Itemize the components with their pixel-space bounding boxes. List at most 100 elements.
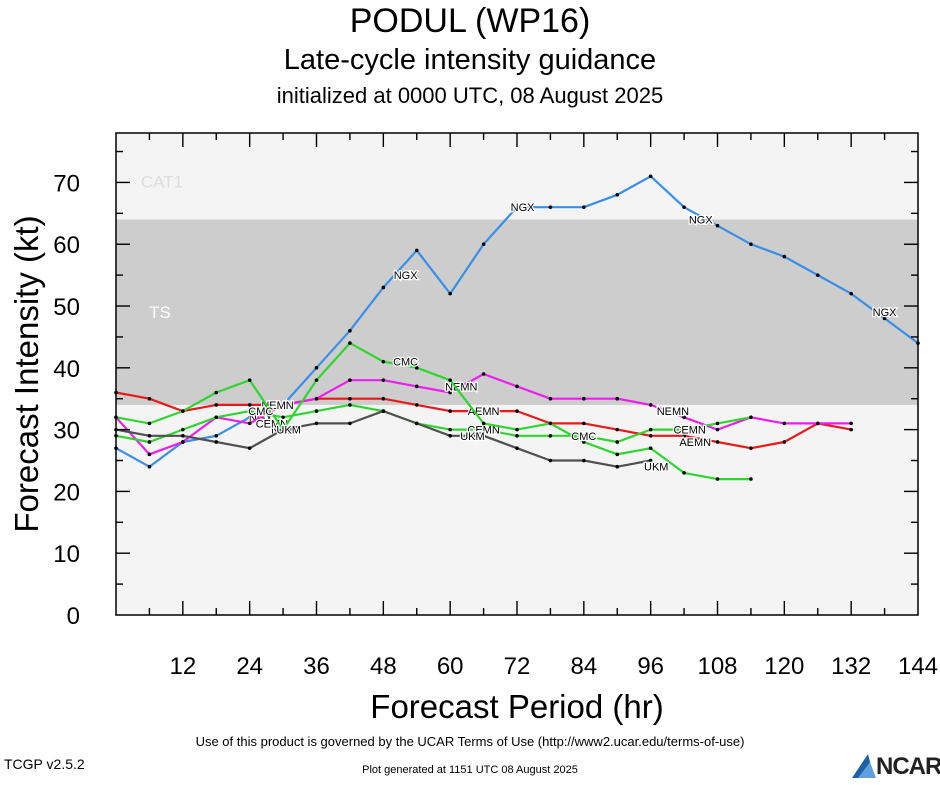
point-nemn xyxy=(381,378,386,382)
point-cmc xyxy=(348,341,352,345)
band-ts xyxy=(116,219,918,405)
point-nemn xyxy=(414,384,419,389)
point-aemn xyxy=(448,409,452,413)
point-cemn xyxy=(715,421,720,426)
point-ukm xyxy=(314,421,319,426)
point-aemn xyxy=(481,409,486,413)
point-aemn xyxy=(582,421,586,426)
series-label-ukm: UKM xyxy=(644,462,668,474)
y-tick-label: 60 xyxy=(53,232,80,259)
band-label-ts: TS xyxy=(149,303,171,322)
point-ukm xyxy=(582,458,586,463)
point-cmc xyxy=(147,421,152,426)
point-ukm xyxy=(648,458,653,463)
point-nemn xyxy=(548,396,553,401)
y-tick-label: 10 xyxy=(53,541,80,568)
point-aemn xyxy=(615,427,620,432)
point-aemn xyxy=(715,440,720,444)
point-ngx xyxy=(247,415,252,420)
point-cmc xyxy=(648,446,653,450)
point-ngx xyxy=(715,223,720,228)
point-nemn xyxy=(682,415,686,420)
point-cmc xyxy=(582,440,586,444)
band-cat1 xyxy=(116,133,918,220)
series-label-cmc: CMC xyxy=(571,431,596,443)
point-cemn xyxy=(682,427,686,432)
chart-init-time: initialized at 0000 UTC, 08 August 2025 xyxy=(276,83,664,108)
point-nemn xyxy=(715,427,720,432)
point-ngx xyxy=(849,291,853,296)
point-ngx xyxy=(348,328,352,333)
point-aemn xyxy=(381,396,386,401)
point-nemn xyxy=(515,384,519,389)
point-nemn xyxy=(582,396,586,401)
point-cemn xyxy=(281,415,285,420)
point-nemn xyxy=(648,403,653,407)
point-aemn xyxy=(682,433,686,438)
point-aemn xyxy=(648,433,653,438)
point-aemn xyxy=(515,409,519,413)
terms-of-use[interactable]: Use of this product is governed by the U… xyxy=(195,734,745,749)
y-axis-title: Forecast Intensity (kt) xyxy=(8,215,45,532)
point-cemn xyxy=(481,427,486,432)
point-cemn xyxy=(448,427,452,432)
point-cemn xyxy=(247,409,252,413)
point-ngx xyxy=(548,205,553,209)
y-tick-label: 20 xyxy=(53,479,80,506)
series-label-ngx: NGX xyxy=(394,270,419,282)
point-cmc xyxy=(214,390,219,395)
x-tick-label: 84 xyxy=(570,653,597,680)
point-nemn xyxy=(782,421,787,426)
point-ukm xyxy=(414,421,419,426)
point-cemn xyxy=(515,433,519,438)
x-tick-label: 120 xyxy=(764,653,804,680)
point-cemn xyxy=(615,440,620,444)
point-ukm xyxy=(548,458,553,463)
point-ngx xyxy=(414,248,419,253)
x-tick-label: 24 xyxy=(236,653,263,680)
point-cemn xyxy=(749,415,753,420)
point-cmc xyxy=(749,477,753,481)
series-label-ukm: UKM xyxy=(460,431,484,443)
x-tick-label: 60 xyxy=(437,653,464,680)
point-cmc xyxy=(181,409,185,413)
y-tick-label: 40 xyxy=(53,356,80,383)
y-tick-label: 50 xyxy=(53,294,80,321)
point-aemn xyxy=(782,440,787,444)
series-label-ngx: NGX xyxy=(511,202,536,214)
point-cmc xyxy=(448,378,452,382)
x-tick-label: 12 xyxy=(169,653,196,680)
x-tick-label: 72 xyxy=(504,653,531,680)
generated-time: Plot generated at 1151 UTC 08 August 202… xyxy=(362,764,578,776)
point-aemn xyxy=(214,403,219,407)
series-label-nemn: NEMN xyxy=(445,381,477,393)
series-line-cemn xyxy=(115,403,752,444)
point-cemn xyxy=(314,409,319,413)
x-tick-label: 132 xyxy=(831,653,871,680)
x-tick-label: 108 xyxy=(697,653,737,680)
point-ngx xyxy=(314,366,319,370)
chart-subtitle: Late-cycle intensity guidance xyxy=(283,44,657,76)
point-nemn xyxy=(348,378,352,382)
point-ngx xyxy=(682,205,686,209)
x-tick-label: 96 xyxy=(637,653,664,680)
series-label-cemn: CEMN xyxy=(256,418,288,430)
y-tick-label: 70 xyxy=(53,170,80,197)
point-ngx xyxy=(782,254,787,259)
ncar-logo-icon xyxy=(852,754,876,778)
point-ukm xyxy=(247,446,252,450)
series-label-ngx: NGX xyxy=(873,307,898,319)
series-label-cemn: CEMN xyxy=(467,425,499,437)
version-label: TCGP v2.5.2 xyxy=(4,756,85,772)
point-ukm xyxy=(381,409,386,413)
band-label-cat1: CAT1 xyxy=(141,173,183,192)
x-tick-label: 36 xyxy=(303,653,330,680)
point-ukm xyxy=(281,427,285,432)
point-cmc xyxy=(615,452,620,457)
series-label-ngx: NGX xyxy=(689,215,714,227)
point-ngx xyxy=(749,242,753,247)
point-nemn xyxy=(314,396,319,401)
point-ngx xyxy=(615,192,620,197)
point-ngx xyxy=(815,273,820,277)
ncar-logo-text: NCAR xyxy=(876,753,940,780)
